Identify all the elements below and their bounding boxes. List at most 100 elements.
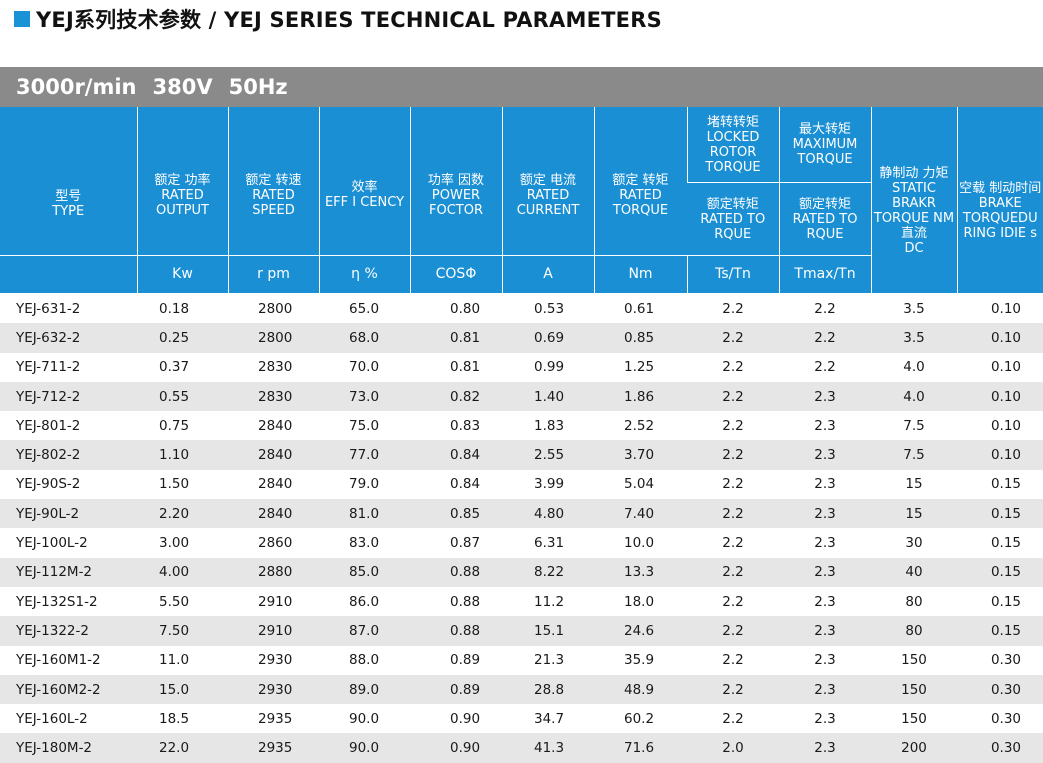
cell-brake-idle-time: 0.10 (957, 381, 1043, 412)
table-row: YEJ-160L-2 18.5 2935 90.0 0.90 34.7 60.2 2.2 2.3… (0, 704, 1043, 733)
cell-maximum-torque-ratio: 2.3 (779, 733, 871, 763)
cell-rated-output: 5.50 (159, 593, 190, 610)
cell-rated-output: 22.0 (137, 733, 228, 763)
cell-rated-current: 0.53 (534, 300, 565, 317)
cell-locked-rotor-ratio: 2.0 (687, 733, 779, 763)
table-row: YEJ-160M2-2 15.0 2930 89.0 0.89 28.8 48.9 2.2 2.… (0, 674, 1043, 705)
cell-power-factor: 0.82 (410, 381, 502, 412)
unit-output: Kw (136, 255, 228, 294)
header-type: 型号 TYPE (0, 107, 137, 256)
cell-rated-speed: 2930 (258, 652, 293, 669)
cell-rated-output: 4.00 (137, 557, 228, 587)
table-row: YEJ-112M-2 4.00 2880 85.0 0.88 8.22 13.3 2.2 2.3… (0, 557, 1043, 587)
cell-rated-current: 4.80 (502, 499, 594, 529)
cell-locked-rotor-ratio: 2.2 (722, 359, 744, 376)
cell-rated-torque: 24.6 (594, 616, 687, 646)
cell-model: YEJ-90L-2 (0, 499, 137, 529)
cell-maximum-torque-ratio: 2.3 (779, 440, 871, 470)
cell-rated-torque: 0.61 (624, 300, 655, 317)
cell-model: YEJ-160M1-2 (16, 652, 101, 669)
cell-locked-rotor-ratio: 2.2 (687, 557, 779, 587)
cell-rated-speed: 2840 (228, 499, 319, 529)
cell-rated-current: 21.3 (534, 652, 565, 669)
cell-efficiency: 88.0 (349, 652, 380, 669)
cell-rated-torque: 35.9 (624, 652, 655, 669)
cell-rated-output: 0.55 (137, 381, 228, 412)
cell-locked-rotor-ratio: 2.2 (687, 381, 779, 412)
cell-rated-output: 7.50 (137, 616, 228, 646)
spec-bar: 3000r/min 380V 50Hz (0, 67, 1043, 107)
table-row: YEJ-712-2 0.55 2830 73.0 0.82 1.40 1.86 2.2 2.3 4… (0, 381, 1043, 412)
cell-locked-rotor-ratio: 2.2 (722, 593, 744, 610)
cell-rated-current: 8.22 (502, 557, 594, 587)
cell-model: YEJ-632-2 (0, 323, 137, 353)
cell-rated-speed: 2935 (228, 733, 319, 763)
cell-brake-idle-time: 0.15 (957, 499, 1043, 529)
cell-rated-speed: 2800 (228, 323, 319, 353)
cell-static-brake-torque: 40 (871, 557, 957, 587)
cell-power-factor: 0.89 (410, 674, 502, 705)
header-rated-torque: 额定 转矩 RATED TORQUE (593, 107, 687, 256)
cell-efficiency: 77.0 (319, 440, 410, 470)
cell-locked-rotor-ratio: 2.2 (722, 300, 744, 317)
cell-static-brake-torque: 15 (905, 476, 923, 493)
cell-power-factor: 0.83 (450, 417, 481, 434)
unit-torque: Nm (593, 255, 687, 294)
cell-rated-torque: 5.04 (624, 476, 655, 493)
cell-locked-rotor-ratio: 2.2 (687, 440, 779, 470)
header-efficiency: 效率 EFF I CENCY (318, 107, 410, 256)
cell-maximum-torque-ratio: 2.2 (779, 323, 871, 353)
cell-locked-rotor-ratio: 2.2 (687, 499, 779, 529)
cell-locked-rotor-ratio: 2.2 (687, 674, 779, 705)
cell-power-factor: 0.81 (410, 323, 502, 353)
table-row: YEJ-801-2 0.75 2840 75.0 0.83 1.83 2.52 2.2 2.3 7… (0, 411, 1043, 440)
cell-rated-current: 41.3 (502, 733, 594, 763)
cell-maximum-torque-ratio: 2.3 (814, 593, 836, 610)
cell-efficiency: 68.0 (319, 323, 410, 353)
cell-power-factor: 0.84 (410, 440, 502, 470)
cell-efficiency: 75.0 (349, 417, 380, 434)
table-row: YEJ-1322-2 7.50 2910 87.0 0.88 15.1 24.6 2.2 2.3… (0, 616, 1043, 646)
unit-efficiency: η % (318, 255, 410, 294)
cell-maximum-torque-ratio: 2.3 (779, 616, 871, 646)
cell-brake-idle-time: 0.15 (990, 476, 1021, 493)
header-locked-rotor-torque: 堵转转矩 LOCKED ROTOR TORQUE (686, 107, 779, 183)
cell-rated-speed: 2840 (258, 476, 293, 493)
cell-power-factor: 0.88 (410, 616, 502, 646)
table-row: YEJ-90L-2 2.20 2840 81.0 0.85 4.80 7.40 2.2 2.3 1… (0, 499, 1043, 529)
cell-static-brake-torque: 80 (905, 593, 923, 610)
cell-brake-idle-time: 0.30 (957, 674, 1043, 705)
cell-rated-current: 0.69 (502, 323, 594, 353)
cell-model: YEJ-112M-2 (0, 557, 137, 587)
cell-rated-current: 1.40 (502, 381, 594, 412)
cell-power-factor: 0.84 (450, 476, 481, 493)
header-rated-current: 额定 电流 RATED CURRENT (501, 107, 594, 256)
title-marker-icon (14, 11, 30, 27)
cell-efficiency: 73.0 (319, 381, 410, 412)
cell-brake-idle-time: 0.30 (957, 733, 1043, 763)
cell-rated-current: 11.2 (534, 593, 565, 610)
table-row: YEJ-90S-2 1.50 2840 79.0 0.84 3.99 5.04 2.2 2.3 1… (0, 470, 1043, 499)
cell-efficiency: 83.0 (349, 535, 380, 552)
cell-static-brake-torque: 15 (871, 499, 957, 529)
cell-efficiency: 79.0 (349, 476, 380, 493)
cell-efficiency: 70.0 (349, 359, 380, 376)
cell-rated-speed: 2930 (228, 674, 319, 705)
cell-rated-speed: 2840 (228, 440, 319, 470)
cell-locked-rotor-ratio: 2.2 (722, 417, 744, 434)
unit-maximum-torque-ratio: Tmax/Tn (778, 255, 871, 294)
cell-rated-output: 0.18 (159, 300, 190, 317)
cell-model: YEJ-631-2 (16, 300, 81, 317)
cell-static-brake-torque: 7.5 (903, 417, 925, 434)
cell-model: YEJ-132S1-2 (16, 593, 98, 610)
cell-efficiency: 89.0 (319, 674, 410, 705)
header-rated-speed: 额定 转速 RATED SPEED (227, 107, 319, 256)
cell-rated-output: 11.0 (159, 652, 190, 669)
cell-model: YEJ-711-2 (16, 359, 81, 376)
cell-maximum-torque-ratio: 2.3 (814, 710, 836, 727)
cell-static-brake-torque: 3.5 (903, 300, 925, 317)
cell-brake-idle-time: 0.30 (990, 652, 1021, 669)
cell-model: YEJ-180M-2 (0, 733, 137, 763)
cell-rated-current: 28.8 (502, 674, 594, 705)
cell-brake-idle-time: 0.15 (990, 593, 1021, 610)
